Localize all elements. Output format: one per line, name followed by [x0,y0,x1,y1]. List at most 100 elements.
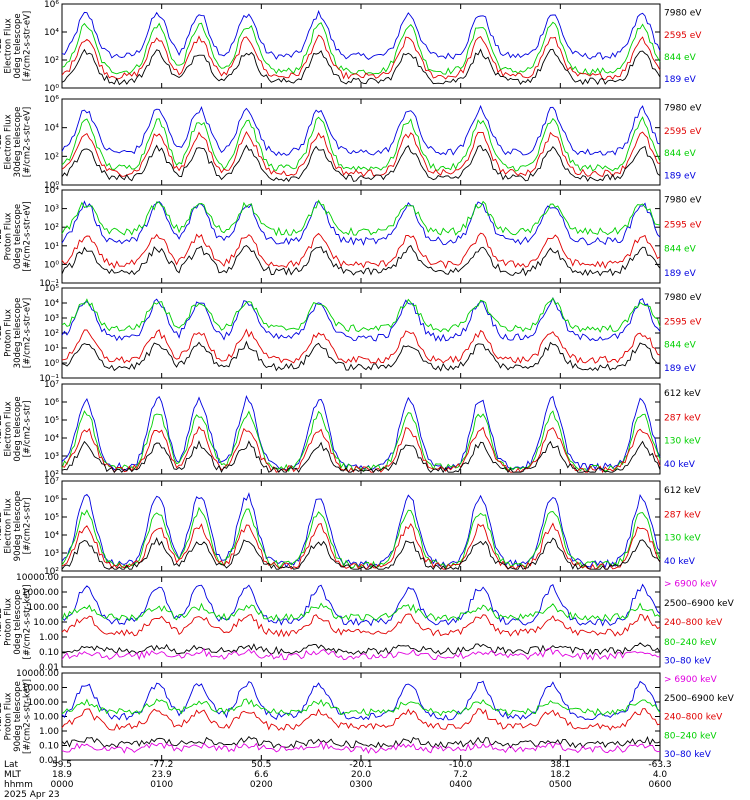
x-row-label: MLT [4,770,22,780]
y-tick-label: 0.01 [39,756,59,766]
x-tick-label-lat: 50.5 [251,760,271,770]
y-tick-label: 10⁴ [44,299,59,309]
series-line-7980-eV [61,48,661,86]
y-axis-label: MEPEDProton Flux0deg telescope[#/cm2-s-s… [0,585,32,660]
x-tick-label-mlt: 23.9 [152,770,172,780]
y-tick-label: 10² [44,567,59,577]
y-tick-label: 10² [44,152,59,162]
y-axis-label-line: 30deg telescope [13,107,23,178]
y-axis-label-line: TED [0,227,4,246]
y-axis-label-line: MEPED [0,701,4,731]
legend-entry: 80–240 keV [664,732,717,742]
series-line-7980-eV [61,244,661,277]
series-line-189-eV [61,104,661,157]
y-tick-label: 10⁴ [44,531,59,541]
series-line-30-80-keV [61,583,661,627]
series-line-2595-eV [61,130,661,178]
y-tick-label: 10² [44,470,59,480]
series-line-612-keV [61,440,661,474]
x-tick-label-lat: -20.1 [349,760,372,770]
x-tick-label-lat: -63.3 [648,760,671,770]
y-tick-label: 10⁴ [44,124,59,134]
y-tick-label: 10⁷ [44,380,59,390]
panel-ted-proton-30deg: 10⁻¹ 10⁰ 10¹ 10² 10³ 10⁴ 10⁵ TEDProton Flux30de… [0,284,702,384]
y-tick-label: 10³ [44,452,59,462]
y-tick-label: 10⁻¹ [39,374,59,384]
plot-frame [61,287,661,379]
y-axis-label-line: 90deg telescope [13,681,23,752]
y-axis-label-line: TED [0,133,4,152]
legend-entry: 189 eV [664,75,697,85]
y-tick-label: 10⁵ [44,416,59,426]
legend-entry: 2595 eV [664,31,702,41]
legend-entry: 287 keV [664,413,701,423]
y-axis-label: MEPEDElectron Flux90deg telescope[#/cm2-… [0,491,32,562]
plot-frame [61,480,661,572]
y-tick-label: 10⁶ [44,495,59,505]
y-tick-label: 10⁵ [44,284,59,294]
series-line-844-eV [61,297,661,333]
x-tick-label-hhmm: 0200 [250,780,273,790]
legend-entry: 7980 eV [664,8,702,18]
y-axis-label-line: [#/cm2-s-str-keV] [22,679,32,754]
y-axis-label-line: TED [0,324,4,343]
y-tick-label: 0.10 [39,648,59,658]
legend-entry: 287 keV [664,510,701,520]
y-tick-label: 10⁷ [44,477,59,487]
legend-entry: 612 keV [664,389,701,399]
x-row-label: Lat [4,760,19,770]
y-tick-label: 10⁴ [44,186,59,196]
y-axis-label-line: 90deg telescope [13,491,23,562]
x-tick-label-hhmm: 0100 [150,780,173,790]
legend-entry: 240–800 keV [664,713,723,723]
y-tick-label: 1.00 [39,727,59,737]
legend-entry: 2500–6900 keV [664,694,735,704]
panel-meped-electron-90deg: 10² 10³ 10⁴ 10⁵ 10⁶ 10⁷ MEPEDElectron Flux90de… [0,477,701,577]
y-axis-label: TEDElectron Flux30deg telescope[#/cm2-s-… [0,107,32,178]
panel-ted-electron-30deg: 10⁰ 10² 10⁴ 10⁶ TEDElectron Flux30deg telesc… [0,95,702,191]
y-tick-label: 10³ [44,314,59,324]
y-axis-label-line: TED [0,37,4,56]
y-tick-label: 10¹ [44,242,59,252]
legend-entry: 189 eV [664,172,697,182]
legend-entry: 2595 eV [664,127,702,137]
y-tick-label: 10² [44,223,59,233]
series-line--6900-keV [61,647,660,661]
y-axis-label-line: Electron Flux [3,18,13,73]
y-axis-label-line: 0deg telescope [13,396,23,461]
legend-entry: > 6900 keV [664,675,718,685]
y-tick-label: 10⁴ [44,28,59,38]
legend-entry: 30–80 keV [664,750,712,760]
y-axis-label: TEDProton Flux30deg telescope[#/cm2-s-st… [0,298,32,369]
y-tick-label: 10⁶ [44,95,59,105]
legend-entry: 130 keV [664,437,701,447]
y-axis-label-line: 0deg telescope [13,589,23,654]
y-axis-label-line: Electron Flux [3,114,13,169]
panel-ted-proton-0deg: 10⁻¹ 10⁰ 10¹ 10² 10³ 10⁴ TEDProton Flux0deg te… [0,186,702,289]
series-line-7980-eV [61,144,661,183]
y-tick-label: 10⁰ [44,260,59,270]
x-tick-label-hhmm: 0400 [449,780,472,790]
y-axis-label-line: MEPED [0,511,4,541]
series-line-240-800-keV [61,613,661,638]
y-axis-label-line: Proton Flux [3,693,13,741]
series-line-2595-eV [61,34,661,81]
legend-entry: 844 eV [664,149,697,159]
x-tick-label-hhmm: 0300 [350,780,373,790]
x-tick-label-lat: -77.2 [150,760,173,770]
y-tick-label: 1000.00 [22,684,59,694]
legend-entry: 844 eV [664,245,697,255]
series-line-612-keV [61,536,661,570]
series-line-40-keV [61,492,661,569]
legend-entry: 189 eV [664,364,697,374]
legend-entry: 30–80 keV [664,657,712,667]
x-tick-label-lat: 38.1 [550,760,570,770]
legend-entry: 130 keV [664,534,701,544]
series-line-130-keV [61,506,661,570]
panel-ted-electron-0deg: 10⁰ 10² 10⁴ 10⁶ TEDElectron Flux0deg telesco… [0,0,702,94]
series-line-80-240-keV [61,602,661,622]
y-tick-label: 1.00 [39,633,59,643]
y-axis-label: MEPEDProton Flux90deg telescope[#/cm2-s-… [0,679,32,754]
series-line-30-80-keV [61,680,661,721]
